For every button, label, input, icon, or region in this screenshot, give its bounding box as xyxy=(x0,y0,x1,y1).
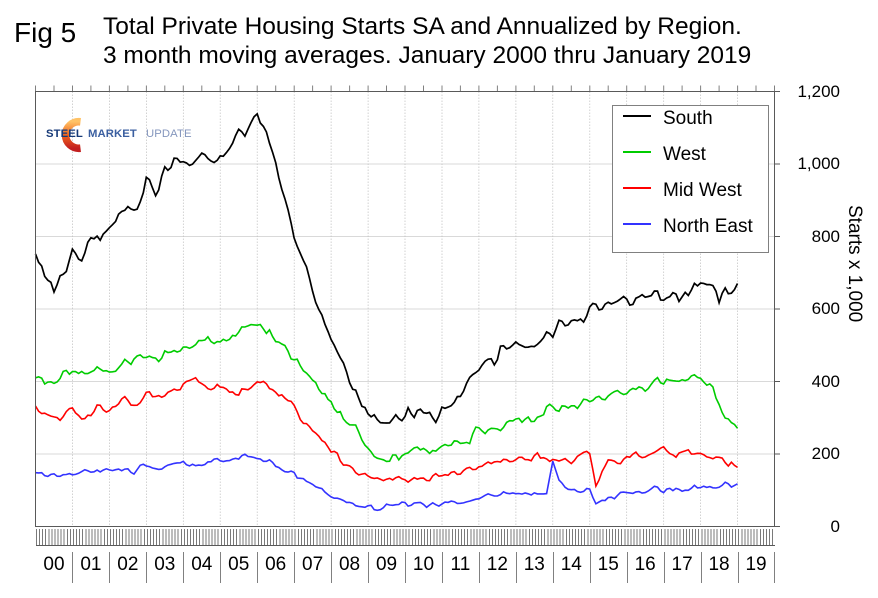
svg-text:MARKET: MARKET xyxy=(88,128,137,140)
svg-text:UPDATE: UPDATE xyxy=(146,128,192,140)
svg-text:STEEL: STEEL xyxy=(46,128,83,140)
